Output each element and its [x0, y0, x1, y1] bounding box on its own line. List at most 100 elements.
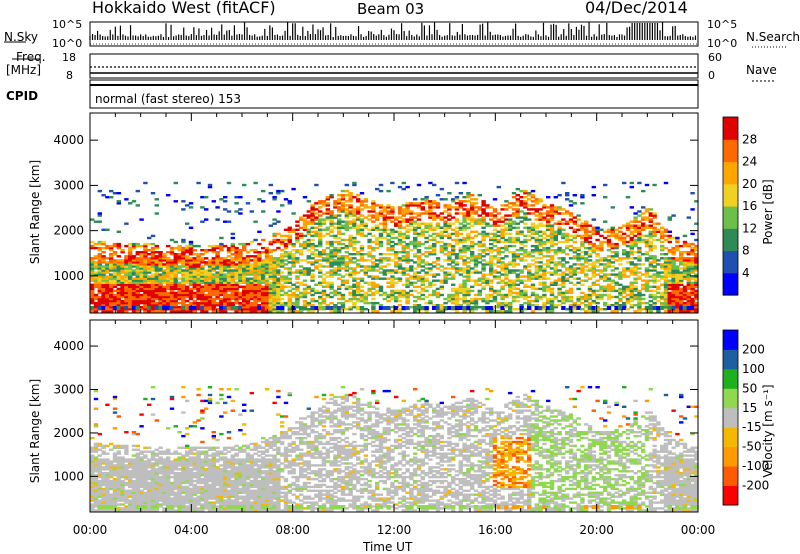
power-cell [485, 214, 490, 217]
power-cell [675, 249, 680, 252]
power-cell [112, 273, 118, 276]
power-cell [637, 295, 642, 299]
power-cell [477, 244, 482, 248]
power-cell [538, 218, 543, 221]
power-cell [245, 310, 251, 313]
power-cell [416, 212, 422, 215]
power-cell [295, 271, 300, 274]
power-cell [131, 289, 137, 293]
power-cell [561, 277, 566, 280]
power-cell [637, 306, 642, 309]
power-cell [663, 267, 669, 270]
power-cell [169, 299, 175, 303]
power-cell [470, 285, 475, 288]
power-cell [340, 242, 346, 246]
power-cell [671, 299, 676, 303]
power-cell [356, 277, 361, 280]
power-cell [599, 271, 604, 274]
power-cell [591, 281, 596, 284]
power-cell [546, 218, 551, 221]
power-cell [413, 226, 418, 229]
power-cell [432, 249, 437, 252]
power-cell [435, 267, 441, 270]
power-cell [257, 198, 262, 201]
power-cell [105, 287, 110, 291]
power-cell [245, 306, 251, 309]
power-cell [116, 291, 121, 295]
power-cell [504, 269, 509, 272]
power-cell [340, 283, 346, 286]
power-cell [245, 295, 251, 299]
power-cell [310, 289, 315, 293]
power-cell [606, 293, 612, 297]
power-cell [401, 273, 406, 276]
power-cell [302, 287, 308, 291]
power-cell [660, 265, 665, 268]
power-cell [432, 202, 437, 205]
power-cell [644, 271, 650, 274]
power-cell [576, 263, 581, 266]
power-cell [671, 304, 676, 307]
power-cell [580, 267, 585, 270]
power-cell [344, 220, 349, 223]
power-cell [93, 308, 99, 311]
power-cell [120, 310, 125, 313]
power-cell [116, 230, 121, 233]
power-cell [591, 306, 596, 310]
power-cell [428, 293, 433, 297]
power-cell [652, 306, 657, 310]
power-cell [150, 310, 156, 313]
power-cell [314, 230, 319, 233]
power-cell [219, 273, 224, 276]
power-cell [234, 269, 239, 272]
power-cell [93, 242, 99, 246]
power-cell [215, 261, 220, 264]
power-cell [120, 275, 125, 278]
power-cell [382, 271, 387, 274]
power-cell [470, 297, 475, 301]
power-cell [390, 210, 395, 213]
power-cell [375, 240, 380, 244]
power-cell [135, 297, 140, 301]
power-cell [568, 212, 574, 215]
power-cell [508, 224, 513, 227]
power-cell [644, 289, 650, 293]
power-cell [169, 277, 175, 280]
power-cell [166, 279, 171, 282]
power-cell [337, 259, 342, 262]
power-cell [299, 232, 304, 236]
power-cell [306, 273, 311, 276]
power-cell [447, 208, 452, 211]
power-cell [348, 236, 353, 240]
power-cell [397, 220, 403, 223]
power-cell [599, 263, 604, 266]
power-cell [181, 306, 186, 310]
power-cell [663, 310, 669, 313]
power-cell [557, 212, 562, 215]
power-cell [101, 255, 106, 258]
power-cell [154, 267, 159, 270]
power-cell [131, 291, 137, 295]
power-cell [116, 306, 121, 310]
power-cell [185, 275, 190, 278]
power-cell [561, 297, 566, 301]
power-cell [124, 279, 129, 282]
power-cell [147, 267, 152, 270]
power-cell [211, 279, 216, 282]
power-cell [97, 253, 102, 256]
power-cell [462, 228, 467, 231]
power-cell [435, 259, 441, 262]
power-cell [386, 228, 391, 231]
power-cell [420, 234, 425, 238]
power-cell [386, 271, 391, 274]
power-cell [356, 232, 361, 236]
power-cell [287, 253, 292, 256]
power-cell [291, 306, 296, 310]
power-cell [215, 281, 220, 284]
power-cell [242, 306, 247, 309]
power-cell [458, 257, 463, 260]
power-cell [663, 246, 669, 250]
power-cell [508, 291, 513, 295]
power-cell [371, 291, 376, 295]
power-cell [515, 232, 520, 236]
